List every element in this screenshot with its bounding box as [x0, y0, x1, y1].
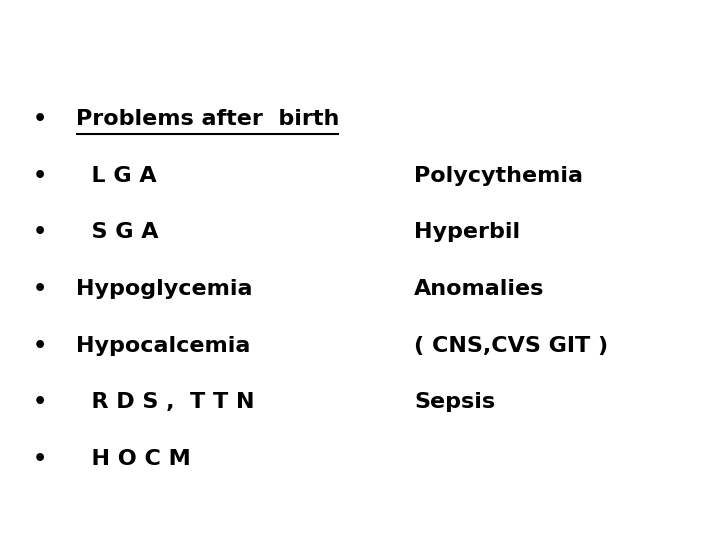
Text: R D S ,  T T N: R D S , T T N	[76, 392, 254, 413]
Text: •: •	[32, 335, 47, 356]
Text: •: •	[32, 165, 47, 186]
Text: •: •	[32, 222, 47, 242]
Text: Hyperbil: Hyperbil	[414, 222, 520, 242]
Text: •: •	[32, 392, 47, 413]
Text: Anomalies: Anomalies	[414, 279, 544, 299]
Text: H O C M: H O C M	[76, 449, 190, 469]
Text: Hypocalcemia: Hypocalcemia	[76, 335, 250, 356]
Text: Hypoglycemia: Hypoglycemia	[76, 279, 252, 299]
Text: Problems after  birth: Problems after birth	[76, 109, 339, 129]
Text: S G A: S G A	[76, 222, 158, 242]
Text: L G A: L G A	[76, 165, 156, 186]
Text: •: •	[32, 109, 47, 129]
Text: Polycythemia: Polycythemia	[414, 165, 583, 186]
Text: •: •	[32, 279, 47, 299]
Text: •: •	[32, 449, 47, 469]
Text: Sepsis: Sepsis	[414, 392, 495, 413]
Text: ( CNS,CVS GIT ): ( CNS,CVS GIT )	[414, 335, 608, 356]
